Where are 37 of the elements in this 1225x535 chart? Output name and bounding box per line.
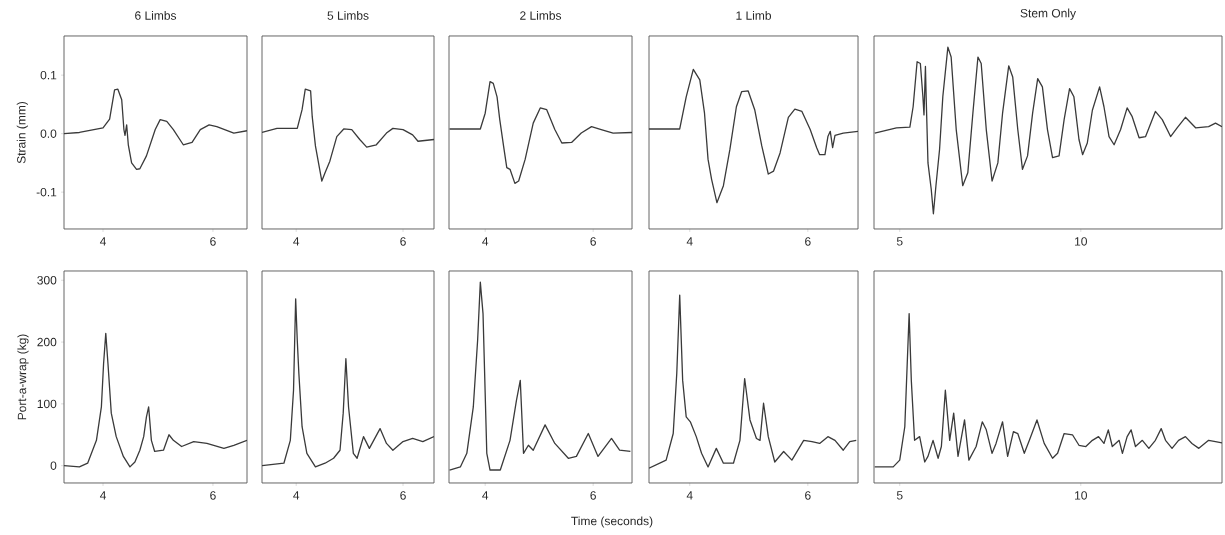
x-tick-label: 4 (293, 237, 300, 246)
x-tick-label: 6 (400, 491, 406, 500)
chart-title: 6 Limbs (135, 10, 177, 20)
x-tick-label: 6 (210, 491, 216, 500)
y-axis-title: Strain (mm) (16, 101, 28, 164)
chart-title: 2 Limbs (520, 10, 562, 20)
x-tick-label: 4 (99, 491, 107, 500)
x-tick-label: 6 (805, 237, 811, 246)
x-tick-label: 4 (482, 237, 489, 246)
x-tick-label: 5 (896, 237, 903, 246)
x-tick-label: 4 (686, 491, 693, 500)
y-tick-label: 0 (50, 461, 57, 470)
y-tick-label: 200 (37, 337, 57, 347)
x-tick-label: 4 (686, 237, 693, 246)
x-tick-label: 4 (99, 237, 107, 246)
y-tick-label: 0.1 (40, 70, 57, 80)
x-tick-label: 6 (590, 237, 596, 246)
y-tick-label: 100 (37, 399, 57, 409)
chart-title: 1 Limb (736, 10, 772, 20)
x-tick-label: 6 (805, 491, 811, 500)
y-axis-title: Port-a-wrap (kg) (17, 334, 29, 420)
x-tick-label: 6 (590, 491, 596, 500)
x-tick-label: 4 (482, 491, 489, 500)
x-axis-title: Time (seconds) (571, 516, 653, 528)
line-series (64, 332, 248, 468)
chart-title: 5 Limbs (327, 10, 369, 20)
y-tick-label: -0.1 (36, 187, 57, 197)
x-tick-label: 6 (210, 237, 216, 246)
x-tick-label: 10 (1075, 491, 1087, 500)
y-tick-label: 0.0 (40, 129, 57, 138)
x-tick-label: 6 (400, 237, 406, 246)
x-tick-label: 5 (896, 491, 903, 500)
x-tick-label: 4 (293, 491, 300, 500)
y-tick-label: 300 (37, 276, 57, 285)
line-series (64, 88, 248, 170)
x-tick-label: 10 (1075, 237, 1087, 246)
chart-title: Stem Only (1020, 8, 1076, 20)
